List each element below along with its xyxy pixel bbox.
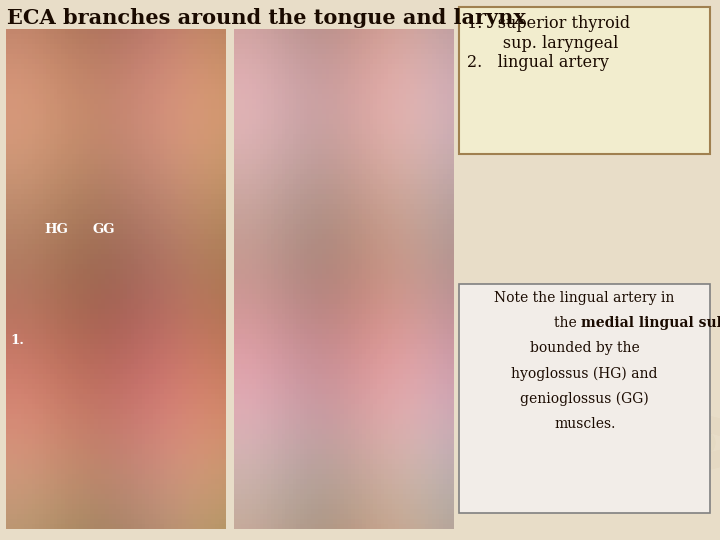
Text: GG: GG — [92, 223, 114, 236]
Text: genioglossus (GG): genioglossus (GG) — [521, 392, 649, 407]
Text: muscles.: muscles. — [554, 417, 616, 431]
Text: 1.   superior thyroid
       sup. laryngeal
2.   lingual artery: 1. superior thyroid sup. laryngeal 2. li… — [467, 15, 630, 71]
Text: the: the — [554, 316, 581, 330]
Text: medial lingual sulcus: medial lingual sulcus — [581, 316, 720, 330]
FancyBboxPatch shape — [459, 7, 710, 154]
Text: HG: HG — [45, 223, 68, 236]
Text: Note the lingual artery in: Note the lingual artery in — [495, 291, 675, 305]
Text: 1.: 1. — [11, 334, 24, 347]
Text: hyoglossus (HG) and: hyoglossus (HG) and — [511, 367, 658, 381]
Text: ECA branches around the tongue and larynx: ECA branches around the tongue and laryn… — [7, 8, 526, 28]
FancyBboxPatch shape — [459, 284, 710, 513]
Text: bounded by the: bounded by the — [530, 341, 639, 355]
